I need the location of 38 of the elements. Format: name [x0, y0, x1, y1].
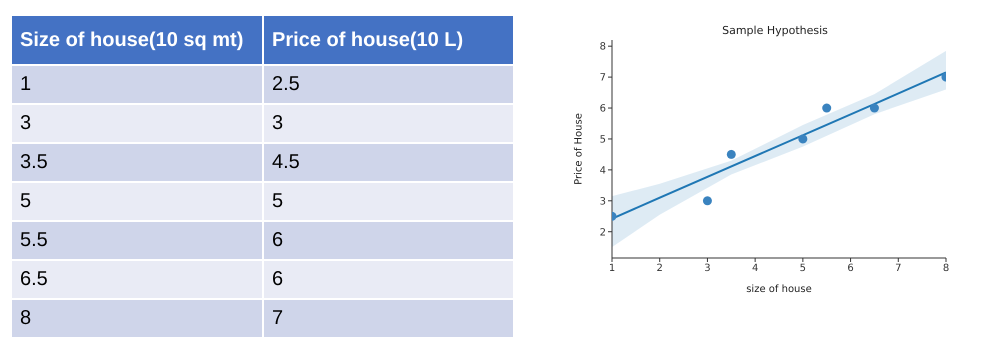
category-label: Size of house(10 sq mt) — [12, 16, 263, 65]
text: 5 — [20, 190, 32, 212]
text: 1 — [20, 73, 32, 95]
point — [702, 196, 712, 206]
y-tick-label: 6 — [600, 104, 606, 115]
x-tick-label: 3 — [704, 263, 711, 274]
chart-title: Sample Hypothesis — [721, 24, 829, 37]
x-tick-label: 2 — [656, 263, 663, 274]
text: 3 — [272, 112, 284, 134]
y-tick-label: 4 — [600, 165, 606, 176]
y-axis-title: Price of House — [574, 113, 585, 185]
text: 7 — [272, 307, 284, 329]
y-tick-label: 2 — [600, 227, 606, 238]
text: 3.5 — [20, 151, 48, 173]
x-tick-label: 1 — [608, 263, 616, 274]
y-tick-label: 5 — [600, 134, 606, 146]
y-tick-label: 8 — [600, 42, 606, 53]
x-tick-label: 6 — [847, 263, 854, 274]
x-tick-label: 4 — [752, 263, 758, 274]
category-label: Price of house(10 L) — [263, 16, 514, 65]
point — [870, 104, 879, 113]
x-axis-title: size of house — [746, 284, 812, 295]
text: 4.5 — [272, 151, 300, 173]
text: 8 — [20, 307, 32, 329]
x-tick-label: 7 — [895, 263, 902, 274]
x-tick-label: 5 — [800, 263, 806, 274]
text: 2.5 — [272, 73, 300, 95]
point — [798, 134, 808, 144]
point — [726, 150, 736, 159]
x-tick-label: 8 — [942, 263, 950, 274]
text: 3 — [20, 112, 32, 134]
text: 6.5 — [20, 268, 48, 290]
text: 5 — [272, 190, 284, 212]
point — [822, 104, 832, 113]
y-tick-label: 3 — [600, 196, 606, 208]
text: 6 — [272, 229, 284, 251]
text: 5.5 — [20, 229, 48, 251]
y-tick-label: 7 — [600, 72, 606, 84]
